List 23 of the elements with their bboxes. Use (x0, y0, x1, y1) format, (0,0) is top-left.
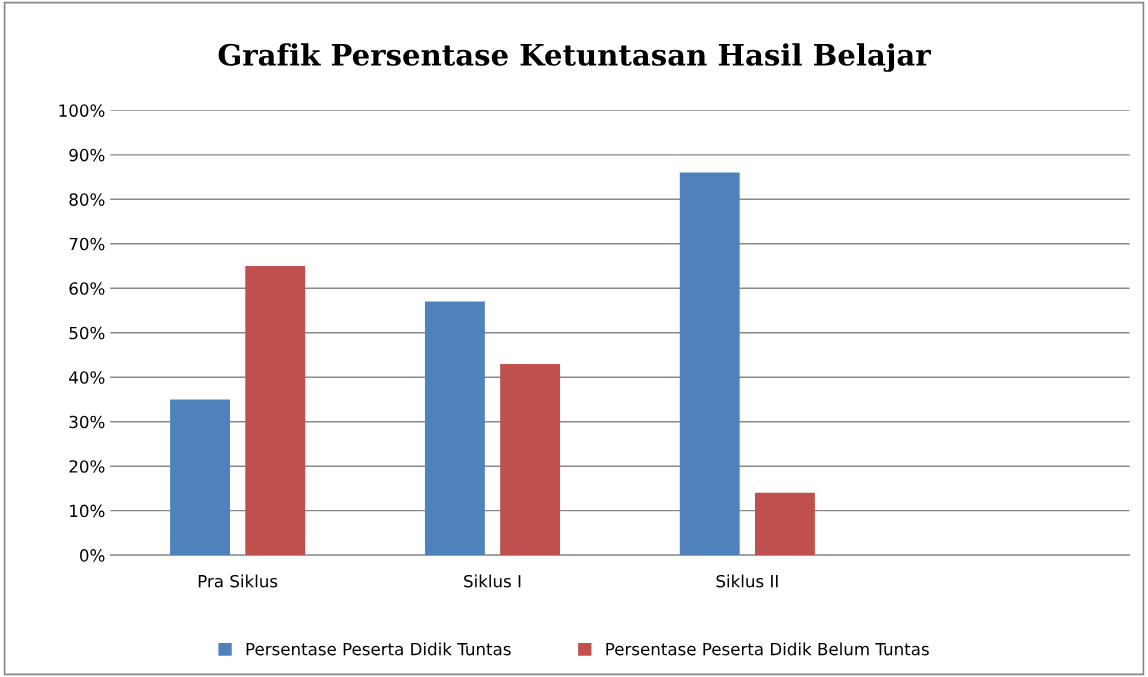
chart-title: Grafik Persentase Ketuntasan Hasil Belajar (218, 43, 931, 72)
y-tick-label: 40% (69, 371, 105, 384)
bar (754, 492, 815, 556)
y-tick-label: 0% (80, 549, 105, 562)
bar (245, 266, 306, 556)
legend-label: Persentase Peserta Didik Tuntas (246, 642, 511, 656)
y-tick-label: 70% (69, 237, 105, 251)
legend-label: Persentase Peserta Didik Belum Tuntas (606, 642, 929, 656)
x-tick-label: Siklus II (716, 574, 778, 588)
y-tick-label: 90% (69, 148, 105, 162)
y-tick-label: 50% (69, 326, 105, 340)
bar (170, 399, 230, 556)
y-tick-label: 30% (69, 415, 105, 429)
bar (424, 301, 485, 556)
y-tick-label: 100% (59, 104, 105, 117)
y-tick-label: 60% (69, 282, 105, 295)
bar (679, 172, 740, 556)
x-tick-label: Siklus I (464, 574, 521, 588)
y-tick-label: 20% (69, 460, 105, 473)
x-tick-label: Pra Siklus (198, 574, 278, 588)
y-tick-label: 80% (69, 193, 105, 206)
y-tick-label: 10% (70, 504, 105, 518)
bar (500, 363, 561, 556)
